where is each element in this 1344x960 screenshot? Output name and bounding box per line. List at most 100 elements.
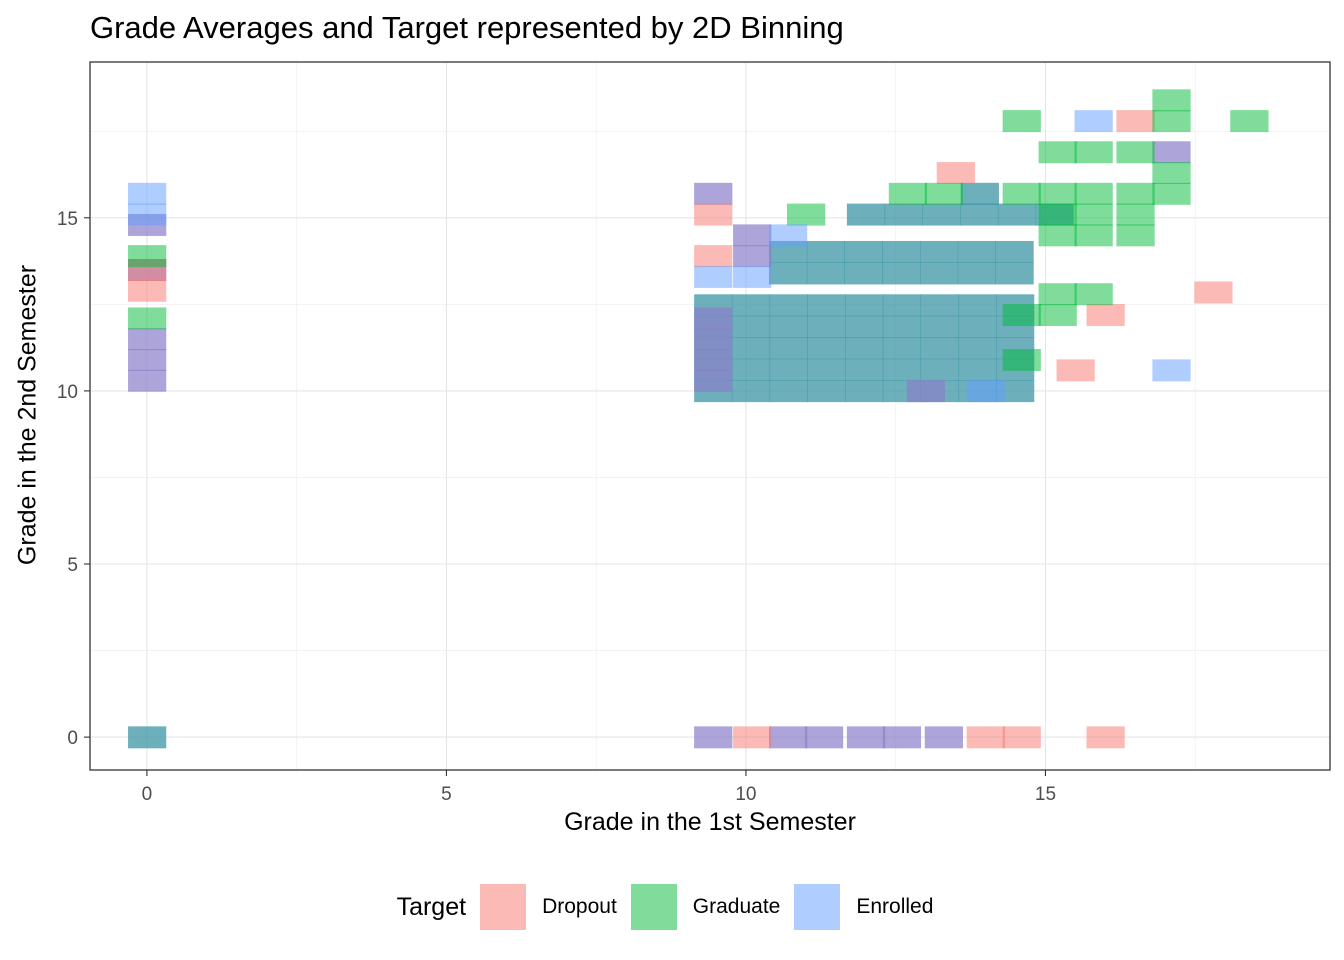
bin-mixed: [960, 182, 999, 205]
bin-overlap: [694, 182, 733, 205]
bin-graduate: [1116, 224, 1155, 247]
bin-mixed: [882, 315, 922, 338]
bin-mixed: [844, 262, 883, 285]
bin-mixed: [845, 380, 884, 403]
bin-dropout: [733, 726, 772, 749]
panel-border: [89, 61, 1331, 771]
bin-mixed: [882, 240, 921, 263]
bin-overlap: [769, 726, 808, 749]
x-tick-label: 15: [1035, 784, 1056, 805]
bin-graduate: [1002, 304, 1041, 326]
bin-graduate: [786, 203, 826, 226]
bins-layer: [128, 89, 1269, 749]
bin-mixed: [845, 315, 884, 338]
bin-mixed: [807, 337, 846, 360]
bin-mixed: [807, 358, 846, 381]
bin-mixed: [806, 262, 845, 285]
bin-graduate: [1002, 182, 1041, 205]
bin-mixed: [845, 294, 884, 317]
bin-mixed: [882, 358, 922, 381]
bin-overlap: [694, 369, 733, 392]
bin-mixed: [731, 337, 771, 360]
x-tick-label: 10: [735, 784, 756, 805]
bin-mixed: [884, 203, 923, 226]
bin-overlap: [733, 245, 772, 268]
y-tick-label: 15: [57, 209, 78, 230]
bin-overlap: [882, 726, 922, 749]
legend-item-dropout: Dropout: [480, 884, 617, 930]
bin-overlap: [128, 349, 167, 371]
bin-mixed: [731, 315, 771, 338]
legend-label-graduate: Graduate: [692, 895, 781, 918]
bin-mixed: [922, 203, 961, 226]
bin-mixed: [882, 262, 921, 285]
minor-gridlines: [90, 62, 1330, 770]
legend-key-enrolled: [794, 884, 841, 930]
bin-enrolled: [1074, 110, 1113, 133]
bin-dropout: [966, 726, 1005, 749]
bin-mixed: [882, 294, 922, 317]
bin-graduate: [1074, 141, 1113, 164]
bin-overlap: [128, 328, 167, 351]
bin-overlap: [924, 726, 963, 749]
y-axis-label: Grade in the 2nd Semester: [13, 264, 42, 566]
bin-mixed: [769, 315, 808, 338]
y-tick-label: 0: [67, 728, 78, 749]
bin-mixed: [731, 380, 771, 403]
bin-overlap: [906, 380, 946, 403]
bin-mixed: [845, 358, 884, 381]
bin-graduate: [1116, 141, 1155, 164]
bin-graduate: [1152, 182, 1191, 205]
bin-mixed: [769, 358, 808, 381]
bin-overlap: [694, 726, 733, 749]
bin-mixed: [769, 380, 808, 403]
bin-mixed: [920, 358, 959, 381]
bin-mixed: [769, 262, 808, 285]
x-axis-ticks: 0 5 10 15: [142, 770, 1056, 805]
bin-graduate: [1038, 203, 1077, 226]
bin-graduate: [1038, 141, 1077, 164]
bin-enrolled: [733, 265, 772, 288]
bin-mixed: [769, 337, 808, 360]
bin-dropout: [128, 279, 167, 302]
bin-graduate: [1074, 182, 1113, 205]
bin-graduate: [128, 245, 167, 268]
bin-graduate: [1152, 89, 1191, 112]
bin-mixed: [807, 294, 846, 317]
bin-mixed: [957, 240, 996, 263]
bin-graduate: [1152, 110, 1191, 133]
bin-dropout: [694, 203, 733, 226]
bin-overlap: [804, 726, 844, 749]
bin-graduate: [1074, 203, 1113, 226]
y-tick-label: 10: [57, 382, 78, 403]
bin-graduate: [1116, 203, 1155, 226]
chart-title: Grade Averages and Target represented by…: [90, 10, 844, 45]
bin-graduate: [1002, 349, 1041, 371]
bin-graduate: [1038, 304, 1077, 326]
bin-dropout: [1194, 281, 1233, 304]
bin-overlap: [846, 726, 886, 749]
bin-mixed: [919, 262, 959, 285]
legend-item-graduate: Graduate: [630, 884, 781, 930]
bin-enrolled: [694, 265, 733, 288]
bin-mixed: [846, 203, 886, 226]
bin-overlap: [694, 349, 733, 371]
bin-overlap: [1152, 141, 1191, 164]
bin-mixed: [997, 203, 1037, 226]
bin-graduate: [924, 182, 963, 205]
bin-graduate: [1038, 283, 1077, 306]
bin-mixed: [920, 294, 959, 317]
bin-mixed: [995, 262, 1034, 285]
bin-mixed: [769, 294, 808, 317]
bin-enrolled: [128, 182, 167, 205]
legend-title: Target: [396, 892, 467, 921]
bin-mixed: [958, 294, 997, 317]
legend-label-dropout: Dropout: [542, 895, 617, 918]
bin-mixed: [958, 337, 997, 360]
y-tick-label: 5: [67, 555, 78, 576]
bin-graduate: [1038, 182, 1077, 205]
bin-mixed: [996, 380, 1035, 403]
bin-mixed: [807, 315, 846, 338]
legend-key-graduate: [630, 884, 677, 930]
major-gridlines: [90, 62, 1330, 770]
